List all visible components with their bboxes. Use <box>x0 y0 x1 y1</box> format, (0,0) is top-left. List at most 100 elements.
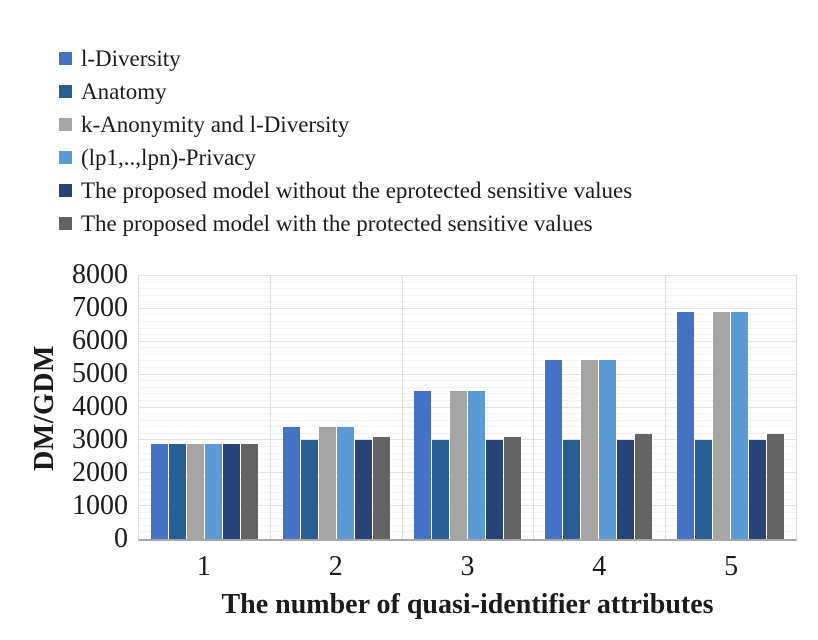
plot-area <box>138 275 797 541</box>
bar-series3-cat2 <box>318 427 336 539</box>
bar-series4-cat4 <box>599 359 617 539</box>
minor-gridline <box>139 294 796 296</box>
x-axis-title: The number of quasi-identifier attribute… <box>221 589 714 620</box>
bar-series1-cat2 <box>282 427 300 539</box>
legend-swatch-icon <box>59 184 72 197</box>
bar-series5-cat1 <box>223 443 241 539</box>
bar-group-4 <box>533 276 664 539</box>
legend-swatch-icon <box>59 52 72 65</box>
minor-gridline <box>139 386 796 388</box>
minor-gridline <box>139 459 796 461</box>
minor-gridline <box>139 478 796 480</box>
legend-item-label: (lp1,..,lpn)-Privacy <box>81 145 257 170</box>
major-gridline <box>139 275 796 276</box>
bar-group-3 <box>402 276 533 539</box>
bar-series2-cat3 <box>431 440 449 539</box>
major-gridline <box>139 406 796 408</box>
y-tick-label: 7000 <box>72 292 128 323</box>
bar-series3-cat4 <box>581 359 599 539</box>
bar-series2-cat2 <box>300 440 318 539</box>
legend-item-2: Anatomy <box>59 75 632 108</box>
bar-series2-cat1 <box>169 443 187 539</box>
legend-item-1: l-Diversity <box>59 42 632 75</box>
legend-swatch-icon <box>59 217 72 230</box>
minor-gridline <box>139 353 796 355</box>
minor-gridline <box>139 445 796 447</box>
legend-item-label: Anatomy <box>81 79 167 104</box>
y-tick-label: 1000 <box>72 490 128 521</box>
x-tick-label: 2 <box>328 551 343 582</box>
y-tick-label: 6000 <box>72 325 128 356</box>
minor-gridline <box>139 347 796 349</box>
bar-series6-cat5 <box>766 433 784 539</box>
major-gridline <box>139 439 796 441</box>
x-tick-label: 5 <box>724 551 739 582</box>
bar-series5-cat2 <box>354 440 372 539</box>
bar-series6-cat3 <box>503 437 521 539</box>
bar-series4-cat5 <box>730 312 748 539</box>
minor-gridline <box>139 281 796 283</box>
legend-swatch-icon <box>59 85 72 98</box>
legend-item-5: The proposed model without the eprotecte… <box>59 174 632 207</box>
minor-gridline <box>139 465 796 467</box>
bar-group-2 <box>270 276 401 539</box>
major-gridline <box>139 373 796 375</box>
bar-series1-cat1 <box>151 443 169 539</box>
x-tick-label: 4 <box>592 551 607 582</box>
legend-item-label: k-Anonymity and l-Diversity <box>81 112 350 137</box>
x-tick-label: 1 <box>196 551 211 582</box>
minor-gridline <box>139 360 796 362</box>
minor-gridline <box>139 314 796 316</box>
major-gridline <box>139 340 796 342</box>
bar-group-1 <box>139 276 270 539</box>
minor-gridline <box>139 452 796 454</box>
bar-series6-cat4 <box>635 433 653 539</box>
minor-gridline <box>139 288 796 290</box>
major-gridline <box>139 472 796 474</box>
vertical-gridline <box>664 276 666 539</box>
y-tick-label: 3000 <box>72 424 128 455</box>
minor-gridline <box>139 419 796 421</box>
bar-series6-cat2 <box>372 437 390 539</box>
legend-swatch-icon <box>59 118 72 131</box>
minor-gridline <box>139 321 796 323</box>
minor-gridline <box>139 524 796 526</box>
vertical-gridline <box>270 276 272 539</box>
legend-swatch-icon <box>59 151 72 164</box>
minor-gridline <box>139 432 796 434</box>
bar-series3-cat5 <box>712 312 730 539</box>
minor-gridline <box>139 301 796 303</box>
minor-gridline <box>139 367 796 369</box>
minor-gridline <box>139 426 796 428</box>
bar-series1-cat3 <box>413 391 431 539</box>
bar-series5-cat4 <box>617 440 635 539</box>
legend-item-6: The proposed model with the protected se… <box>59 207 632 240</box>
minor-gridline <box>139 380 796 382</box>
legend-item-4: (lp1,..,lpn)-Privacy <box>59 141 632 174</box>
y-tick-label: 5000 <box>72 358 128 389</box>
bar-series3-cat3 <box>449 391 467 539</box>
vertical-gridline <box>401 276 403 539</box>
y-tick-label: 2000 <box>72 457 128 488</box>
bar-series6-cat1 <box>241 443 259 539</box>
minor-gridline <box>139 334 796 336</box>
minor-gridline <box>139 498 796 500</box>
legend-item-label: The proposed model with the protected se… <box>81 211 593 236</box>
bar-series4-cat1 <box>205 443 223 539</box>
bar-group-5 <box>665 276 796 539</box>
legend-item-3: k-Anonymity and l-Diversity <box>59 108 632 141</box>
minor-gridline <box>139 399 796 401</box>
x-tick-label: 3 <box>460 551 475 582</box>
minor-gridline <box>139 413 796 415</box>
y-tick-label: 8000 <box>72 259 128 290</box>
legend: l-Diversity Anatomy k-Anonymity and l-Dive… <box>59 42 632 240</box>
minor-gridline <box>139 327 796 329</box>
minor-gridline <box>139 491 796 493</box>
bar-series1-cat5 <box>676 312 694 539</box>
major-gridline <box>139 307 796 309</box>
minor-gridline <box>139 485 796 487</box>
legend-item-label: l-Diversity <box>81 46 181 71</box>
minor-gridline <box>139 393 796 395</box>
major-gridline <box>139 505 796 507</box>
